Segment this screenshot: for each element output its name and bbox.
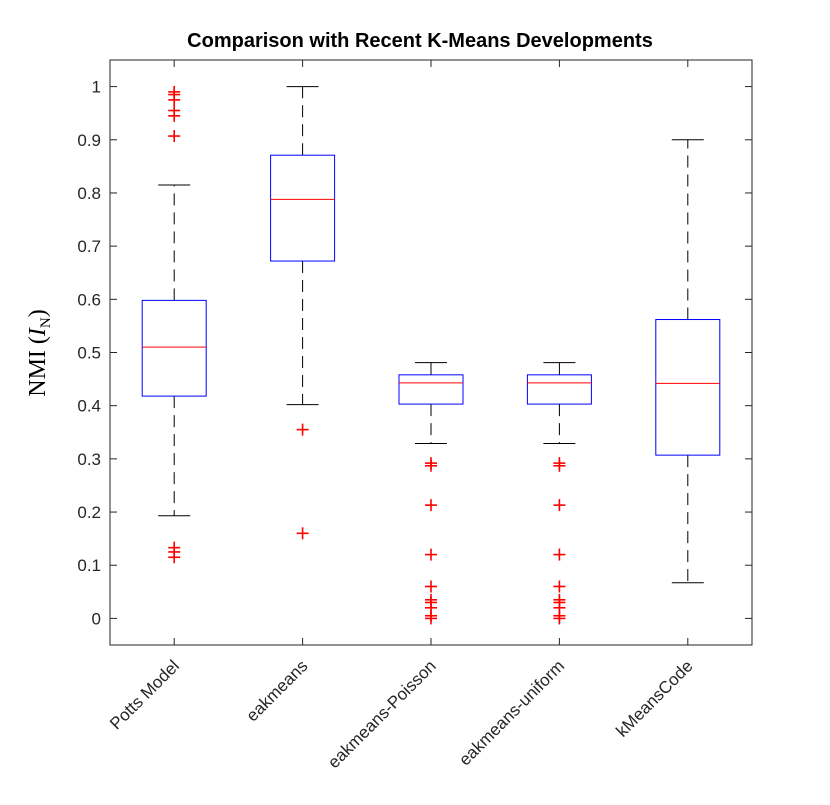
box-group-1	[141, 85, 207, 564]
iqr-box	[270, 154, 336, 262]
y-axis-label: NMI (IN)	[25, 309, 54, 397]
outlier-marker	[425, 457, 437, 470]
iqr-box	[526, 374, 592, 405]
iqr-box	[655, 319, 721, 456]
x-category-label: eakmeans-Poisson	[324, 656, 440, 772]
outlier-marker	[296, 423, 309, 436]
outlier-marker	[168, 541, 181, 554]
outlier-marker	[168, 85, 181, 98]
x-category-label: eakmeans	[243, 656, 312, 725]
y-tick-label: 0.1	[77, 556, 101, 575]
outlier-marker	[553, 593, 566, 606]
y-axis-label-close: )	[25, 309, 51, 317]
x-category-label: Potts Model	[106, 656, 183, 733]
iqr-box	[141, 299, 207, 397]
y-tick-label: 1	[92, 78, 101, 97]
outlier-marker	[425, 580, 437, 593]
y-tick-label: 0.4	[77, 397, 101, 416]
outlier-marker	[425, 548, 437, 561]
chart-title: Comparison with Recent K-Means Developme…	[187, 30, 653, 52]
box-group-2	[270, 86, 336, 540]
iqr-box	[398, 374, 464, 405]
y-tick-label: 0.6	[77, 290, 101, 309]
y-axis-label-main: NMI (	[25, 336, 51, 397]
x-category-label: kMeansCode	[612, 656, 696, 740]
outlier-marker	[168, 130, 181, 143]
outlier-marker	[553, 499, 566, 512]
y-tick-label: 0.8	[77, 184, 101, 203]
box-group-5	[655, 139, 721, 584]
outlier-marker	[296, 527, 309, 540]
y-tick-label: 0.2	[77, 503, 101, 522]
y-tick-label: 0.5	[77, 344, 101, 363]
outlier-marker	[553, 457, 566, 470]
outlier-marker	[168, 104, 181, 117]
plot-area: 0 0.1 0.2 0.3 0.4 0.5 0.6 0.7 0.8 0.9 1 Potts Model…	[77, 59, 753, 772]
y-tick-label: 0.3	[77, 450, 101, 469]
outlier-marker	[425, 499, 437, 512]
y-axis-label-italic: I	[25, 327, 51, 337]
box-group-4	[526, 362, 592, 625]
outlier-marker	[553, 580, 566, 593]
box-group-3	[398, 362, 464, 625]
y-axis-label-subscript: N	[38, 317, 54, 328]
y-tick-label: 0	[92, 609, 101, 628]
y-tick-label: 0.7	[77, 237, 101, 256]
outlier-marker	[553, 548, 566, 561]
y-tick-label: 0.9	[77, 131, 101, 150]
x-category-label: eakmeans-uniform	[455, 656, 568, 769]
outlier-marker	[425, 593, 437, 606]
